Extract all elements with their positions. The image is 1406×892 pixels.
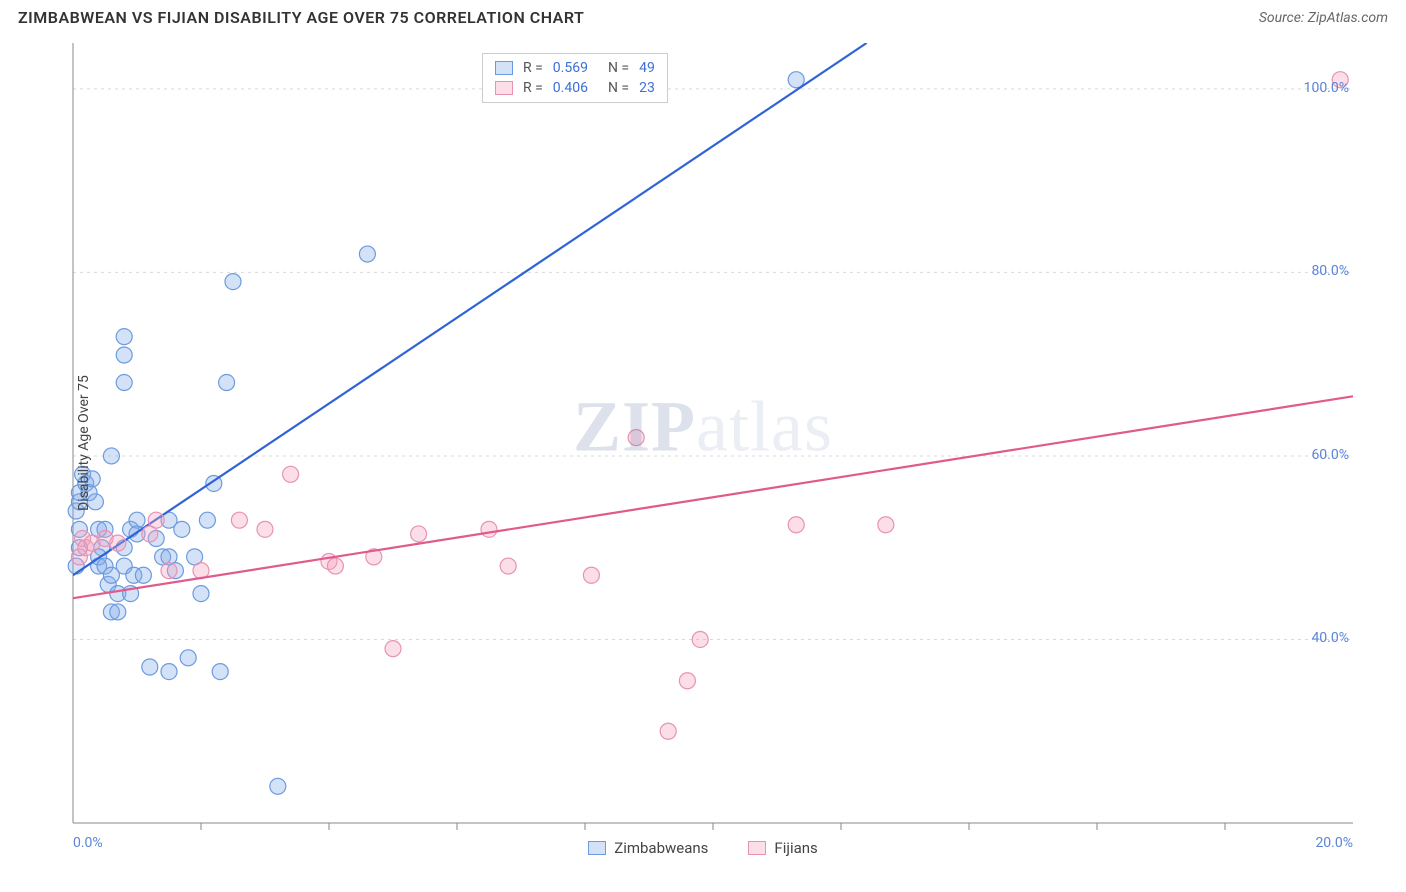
stat-label: R = — [523, 80, 543, 96]
axis-tick-label: 60.0% — [1311, 447, 1349, 463]
stat-label: N = — [608, 80, 629, 96]
y-axis-label: Disability Age Over 75 — [76, 375, 92, 511]
stat-r-value: 0.406 — [553, 80, 588, 96]
stats-row: R = 0.406 N = 23 — [483, 78, 667, 98]
legend-label: Fijians — [774, 839, 817, 857]
legend-swatch — [495, 61, 513, 75]
series-legend: Zimbabweans Fijians — [18, 833, 1388, 857]
legend-swatch — [495, 81, 513, 95]
stats-row: R = 0.569 N = 49 — [483, 58, 667, 78]
correlation-stats-box: R = 0.569 N = 49 R = 0.406 N = 23 — [482, 53, 668, 103]
source-label: Source: ZipAtlas.com — [1259, 10, 1388, 26]
legend-item: Fijians — [748, 839, 817, 857]
legend-item: Zimbabweans — [588, 839, 708, 857]
axis-tick-label: 40.0% — [1311, 630, 1349, 646]
chart-title: ZIMBABWEAN VS FIJIAN DISABILITY AGE OVER… — [18, 8, 584, 27]
legend-swatch — [588, 841, 606, 855]
stat-n-value: 23 — [639, 80, 655, 96]
scatter-chart — [18, 33, 1388, 853]
stat-label: N = — [608, 60, 629, 76]
chart-container: Disability Age Over 75 ZIPatlas R =0.569… — [18, 33, 1388, 853]
stat-label: R = — [523, 60, 543, 76]
stat-n-value: 49 — [639, 60, 655, 76]
axis-tick-label: 80.0% — [1311, 263, 1349, 279]
legend-swatch — [748, 841, 766, 855]
stat-r-value: 0.569 — [553, 60, 588, 76]
legend-label: Zimbabweans — [614, 839, 708, 857]
axis-tick-label: 100.0% — [1304, 80, 1349, 96]
